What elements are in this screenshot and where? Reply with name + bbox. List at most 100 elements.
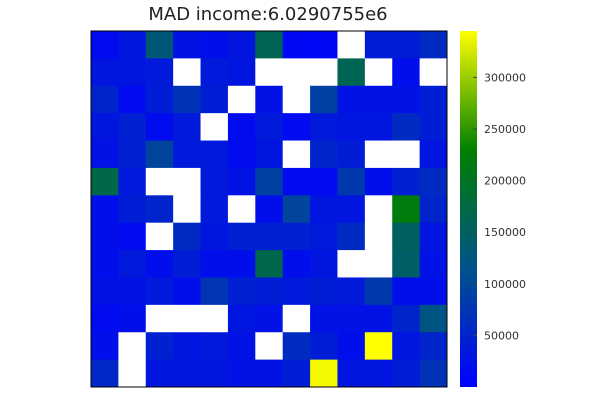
heatmap-cell <box>118 222 147 251</box>
heatmap-cell <box>118 277 147 306</box>
heatmap-cell <box>173 140 202 169</box>
colorbar-gradient <box>460 31 477 387</box>
heatmap-cell <box>200 31 229 59</box>
heatmap-cell <box>282 113 311 142</box>
heatmap-cell <box>255 332 284 361</box>
heatmap-cell <box>173 277 202 306</box>
heatmap-cell <box>419 31 448 59</box>
heatmap-cell <box>392 250 421 278</box>
heatmap-cell <box>200 250 229 278</box>
heatmap-cell <box>91 113 119 142</box>
heatmap-cell <box>91 332 119 361</box>
heatmap-cell <box>364 85 393 114</box>
heatmap-cell <box>200 85 229 114</box>
heatmap-cell <box>173 195 202 224</box>
heatmap-cell <box>337 359 366 388</box>
heatmap-cell <box>282 222 311 251</box>
heatmap-cell <box>255 359 284 388</box>
heatmap-cell <box>419 195 448 224</box>
heatmap-cell <box>200 277 229 306</box>
heatmap-cell <box>282 332 311 361</box>
heatmap-cell <box>419 85 448 114</box>
heatmap-cell <box>173 113 202 142</box>
heatmap-cell <box>145 332 174 361</box>
heatmap-cell <box>227 85 256 114</box>
heatmap-cell <box>255 113 284 142</box>
heatmap-cell <box>419 140 448 169</box>
colorbar-ticks: 50000 100000 150000 200000 250000 300000 <box>473 71 526 342</box>
heatmap-cell <box>392 222 421 251</box>
heatmap-cell <box>310 195 338 224</box>
heatmap-grid <box>91 31 448 388</box>
heatmap-cell <box>419 359 448 388</box>
heatmap-cell <box>337 85 366 114</box>
heatmap-cell <box>392 31 421 59</box>
colorbar-tick-label: 50000 <box>484 329 519 342</box>
heatmap-cell <box>200 222 229 251</box>
heatmap-cell <box>282 58 311 87</box>
heatmap-cell <box>91 304 119 333</box>
heatmap-cell <box>227 31 256 59</box>
heatmap-cell <box>173 304 202 333</box>
heatmap-cell <box>364 304 393 333</box>
chart-title: MAD income:6.0290755e6 <box>148 4 387 25</box>
heatmap-cell <box>392 167 421 196</box>
heatmap-cell <box>337 250 366 278</box>
heatmap-cell <box>392 113 421 142</box>
heatmap-cell <box>364 277 393 306</box>
heatmap-cell <box>118 304 147 333</box>
heatmap-cell <box>227 304 256 333</box>
heatmap-cell <box>200 195 229 224</box>
heatmap-cell <box>227 167 256 196</box>
heatmap-cell <box>282 304 311 333</box>
heatmap-cell <box>337 58 366 87</box>
heatmap-cell <box>227 359 256 388</box>
heatmap-cell <box>255 167 284 196</box>
heatmap-cell <box>118 31 147 59</box>
heatmap-cell <box>173 359 202 388</box>
heatmap-cell <box>282 250 311 278</box>
heatmap-cell <box>255 277 284 306</box>
heatmap-cell <box>118 359 147 388</box>
heatmap-cell <box>364 222 393 251</box>
heatmap-cell <box>310 222 338 251</box>
heatmap-cell <box>145 250 174 278</box>
heatmap-cell <box>392 140 421 169</box>
heatmap-cell <box>419 250 448 278</box>
heatmap-cell <box>145 277 174 306</box>
heatmap-cell <box>364 167 393 196</box>
heatmap-cell <box>227 113 256 142</box>
heatmap-cell <box>173 250 202 278</box>
heatmap-cell <box>364 359 393 388</box>
heatmap-cell <box>337 140 366 169</box>
heatmap-cell <box>227 140 256 169</box>
heatmap-cell <box>145 31 174 59</box>
heatmap-cell <box>145 58 174 87</box>
heatmap-cell <box>392 359 421 388</box>
heatmap-cell <box>200 332 229 361</box>
heatmap-cell <box>91 277 119 306</box>
heatmap-cell <box>419 222 448 251</box>
heatmap-cell <box>282 359 311 388</box>
heatmap-cell <box>145 167 174 196</box>
heatmap-cell <box>255 250 284 278</box>
heatmap-cell <box>118 250 147 278</box>
heatmap-cell <box>310 140 338 169</box>
heatmap-cell <box>173 222 202 251</box>
heatmap-cell <box>392 304 421 333</box>
colorbar-tick-label: 300000 <box>484 71 526 84</box>
colorbar: 50000 100000 150000 200000 250000 300000 <box>460 31 526 387</box>
heatmap-cell <box>419 332 448 361</box>
heatmap-cell <box>200 140 229 169</box>
heatmap-cell <box>91 359 119 388</box>
heatmap-cell <box>118 85 147 114</box>
heatmap-cell <box>392 85 421 114</box>
heatmap-cell <box>337 277 366 306</box>
heatmap-cell <box>227 332 256 361</box>
heatmap-cell <box>255 195 284 224</box>
heatmap-cell <box>310 304 338 333</box>
heatmap-cell <box>91 140 119 169</box>
heatmap-cell <box>173 31 202 59</box>
colorbar-tick-label: 100000 <box>484 278 526 291</box>
